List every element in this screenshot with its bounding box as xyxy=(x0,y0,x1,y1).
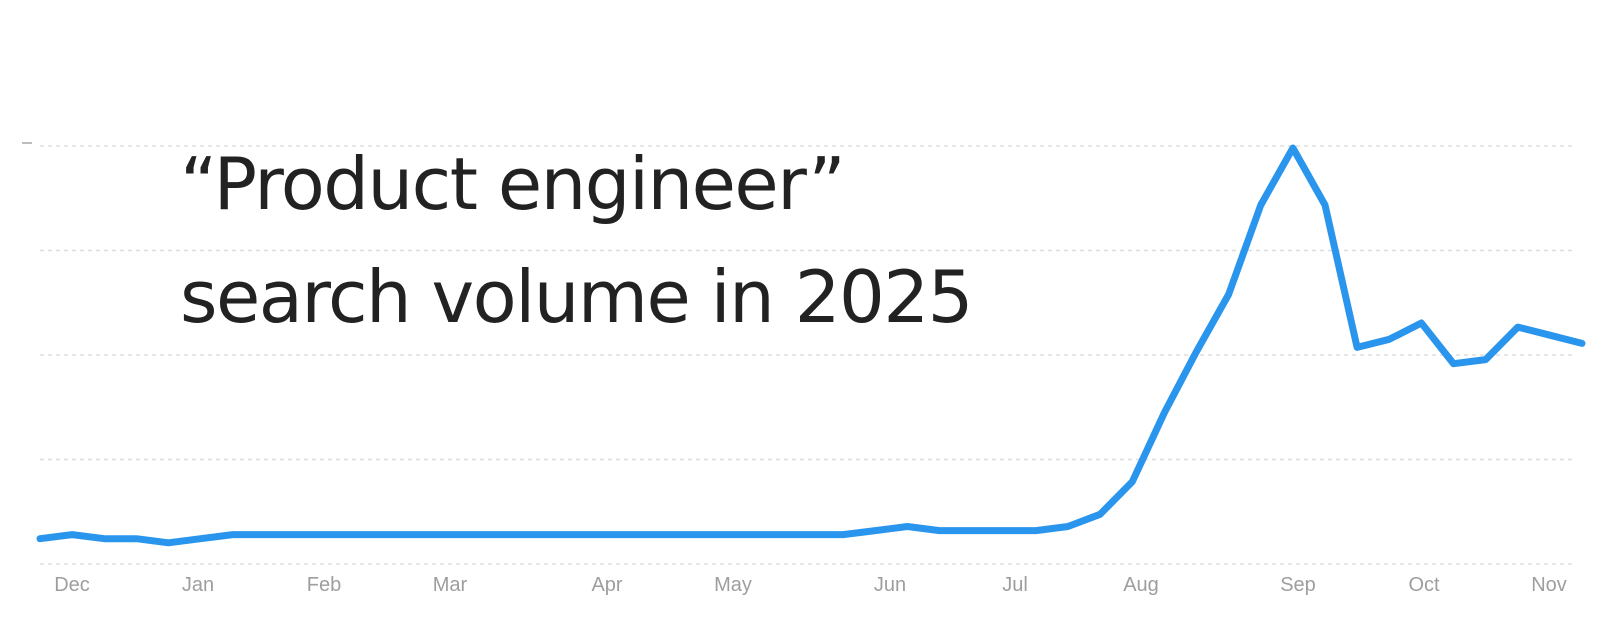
x-tick-label-oct: Oct xyxy=(1408,574,1440,596)
chart-title-line-2: search volume in 2025 xyxy=(180,255,973,339)
series-group xyxy=(36,144,1586,547)
x-tick-label-aug: Aug xyxy=(1123,574,1159,596)
x-axis-ticks: Dec Jan Feb Mar Apr May Jun Jul Aug Sep Oct Nov xyxy=(54,574,1567,596)
x-tick-label-may: May xyxy=(714,574,752,596)
x-tick-label-mar: Mar xyxy=(433,574,468,596)
x-tick-label-apr: Apr xyxy=(591,574,622,596)
x-tick-label-feb: Feb xyxy=(307,574,341,596)
x-tick-label-jan: Jan xyxy=(182,574,214,596)
x-tick-label-sep: Sep xyxy=(1280,574,1316,596)
x-tick-label-nov: Nov xyxy=(1531,574,1567,596)
chart-title: “Product engineer” search volume in 2025 xyxy=(180,128,1080,354)
x-tick-label-jun: Jun xyxy=(874,574,906,596)
chart-title-line-1: “Product engineer” xyxy=(180,142,846,226)
x-tick-label-dec: Dec xyxy=(54,574,90,596)
series-line-0 xyxy=(36,144,1586,547)
x-tick-label-jul: Jul xyxy=(1002,574,1028,596)
